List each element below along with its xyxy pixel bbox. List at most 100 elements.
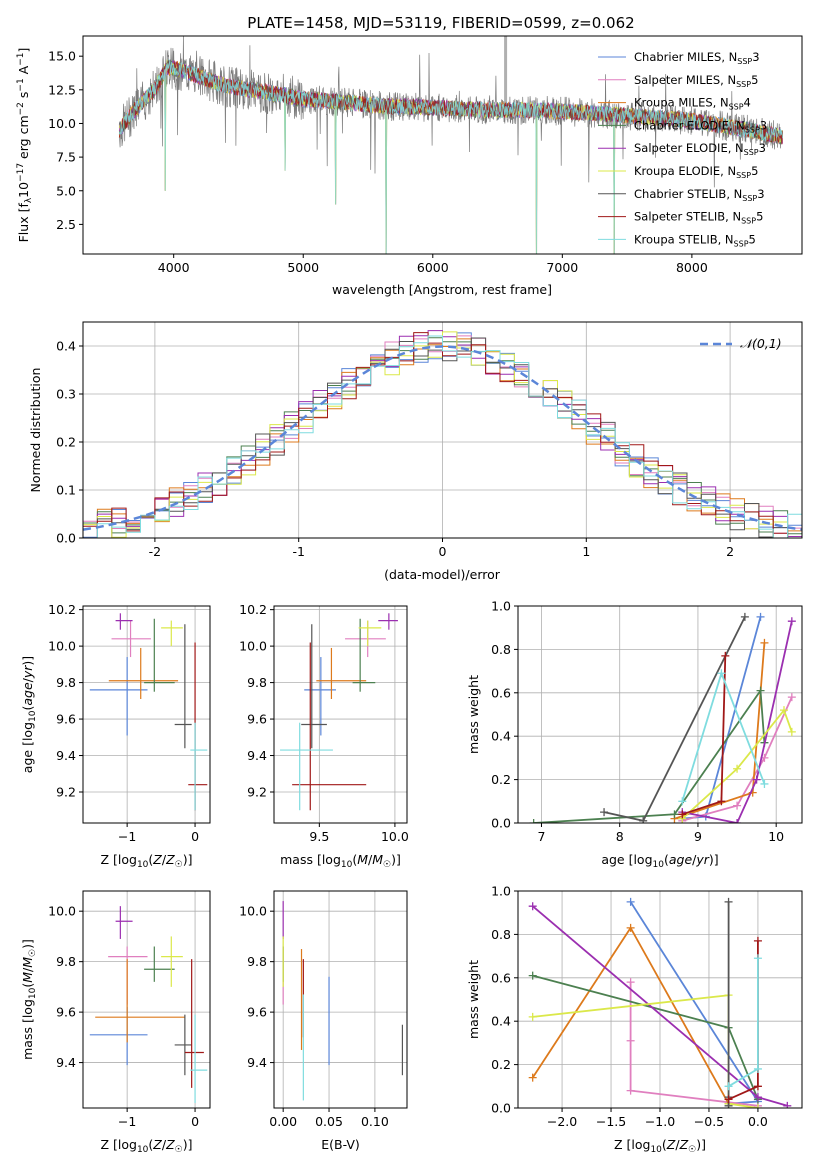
weight-series (629, 901, 760, 1105)
y-tick-label: 9.8 (247, 954, 267, 969)
y-tick-label: 15.0 (48, 49, 76, 64)
plot-area (282, 901, 404, 1101)
weight-series (629, 982, 759, 1107)
y-tick-label: 9.6 (56, 712, 76, 727)
x-tick-label: −1.5 (596, 1114, 626, 1129)
errorbar (144, 946, 175, 982)
y-tick-label: 0.6 (491, 685, 511, 700)
x-tick-label: 4000 (158, 260, 190, 275)
weight-marker (670, 810, 679, 819)
x-tick-label: 7 (537, 829, 545, 844)
panel-mass-age: 9.5 10.0 9.2 9.4 9.6 9.8 10.0 10.2 mass [log10(M… (239, 602, 409, 870)
axis-label: Z [log10(Z/Z☉)] (614, 1137, 706, 1155)
errorbar (89, 1007, 148, 1066)
panel-age-weight: 7 8 9 10 0.0 0.2 0.4 0.6 0.8 1.0 age [log10(age/yr… (466, 599, 803, 870)
errorbar (358, 620, 382, 647)
legend-entry: Chabrier ELODIE, NSSP3 (634, 118, 767, 134)
weight-marker (733, 801, 742, 810)
y-tick-label: 9.4 (56, 748, 76, 763)
axis-label: mass weight (466, 960, 481, 1039)
y-tick-label: 0.6 (491, 970, 511, 985)
y-tick-label: 7.5 (56, 150, 76, 165)
weight-marker (780, 706, 789, 715)
y-tick-label: 9.4 (247, 748, 267, 763)
y-tick-label: 10.0 (48, 639, 76, 654)
weight-marker (724, 1082, 733, 1091)
errorbar (292, 642, 367, 811)
errorbar (280, 722, 333, 811)
panel-z-age: −1 0 9.2 9.4 9.6 9.8 10.0 10.2 Z [log10(Z/Z☉)] ag… (20, 602, 211, 870)
legend-entry: Kroupa MILES, NSSP4 (634, 96, 751, 112)
weight-marker (528, 902, 537, 911)
x-tick-label: 8000 (676, 260, 708, 275)
axis-label: Z [log10(Z/Z☉)] (100, 1137, 192, 1155)
weight-marker (724, 1095, 733, 1104)
y-tick-label: 10.2 (239, 602, 267, 617)
y-tick-label: 10.0 (239, 639, 267, 654)
weight-series (682, 621, 793, 823)
x-tick-label: 9.5 (309, 829, 329, 844)
weight-marker (733, 819, 742, 823)
errorbar (144, 618, 175, 692)
axis-label: mass [log10(M/M☉)] (280, 852, 401, 870)
weight-marker (717, 669, 726, 678)
histogram-series (83, 335, 802, 538)
y-tick-label: 9.2 (247, 785, 267, 800)
errorbar (161, 936, 183, 987)
weight-marker (756, 686, 765, 695)
axis-label: E(B-V) (321, 1137, 360, 1152)
plot-area (89, 613, 208, 811)
y-tick-label: 9.4 (247, 1055, 267, 1070)
errorbar (108, 647, 179, 699)
y-tick-label: 0.1 (56, 483, 76, 498)
plot-area (118, 36, 783, 254)
errorbar (115, 613, 133, 630)
x-tick-label: 0 (439, 544, 447, 559)
legend-entry: Kroupa ELODIE, NSSP5 (634, 164, 758, 180)
x-tick-label: −1 (118, 1114, 136, 1129)
x-tick-label: −2.0 (547, 1114, 577, 1129)
panel-ebv-mass: 0.00 0.05 0.10 9.4 9.6 9.8 10.0 E(B-V) (239, 890, 408, 1152)
errorbar (174, 624, 192, 749)
panel-z-mass: −1 0 9.4 9.6 9.8 10.0 Z [log10(Z/Z☉)] mass [log… (20, 890, 211, 1155)
weight-marker (787, 693, 796, 702)
y-tick-label: 9.6 (247, 712, 267, 727)
weight-series (533, 688, 766, 823)
y-tick-label: 9.6 (247, 1005, 267, 1020)
weight-marker (787, 617, 796, 626)
errorbar (352, 618, 376, 692)
y-tick-label: 0.4 (491, 729, 511, 744)
plot-area (89, 906, 208, 1103)
y-tick-label: 0.3 (56, 387, 76, 402)
y-tick-label: 0.2 (491, 1057, 511, 1072)
x-tick-label: 7000 (546, 260, 578, 275)
x-tick-label: 8 (616, 829, 624, 844)
x-tick-label: 10.0 (381, 829, 409, 844)
axis-label: Flux [fλ10−17 erg cm−2 s−1 A−1] (16, 48, 34, 243)
axis-label: mass [log10(M/M☉)] (20, 939, 38, 1060)
y-tick-label: 9.6 (56, 1005, 76, 1020)
y-tick-label: 0.2 (491, 772, 511, 787)
y-tick-label: 9.2 (56, 785, 76, 800)
errorbar (174, 1014, 192, 1076)
x-tick-label: 0.05 (315, 1114, 343, 1129)
weight-marker (752, 775, 761, 784)
y-tick-label: 0.2 (56, 435, 76, 450)
x-tick-label: 0 (191, 829, 199, 844)
panel-z-weight: −2.0 −1.5 −1.0 −0.5 0.0 0.0 0.2 0.4 0.6 0.8 1.0 Z [… (466, 884, 803, 1155)
x-tick-label: −1 (118, 829, 136, 844)
weight-marker (740, 612, 749, 621)
legend-entry: Kroupa STELIB, NSSP5 (634, 232, 756, 248)
axes-frame (517, 605, 803, 824)
legend-entry: Salpeter MILES, NSSP5 (634, 73, 758, 89)
weight-marker (528, 1073, 537, 1082)
weight-marker (678, 797, 687, 806)
axis-label: (data-model)/error (384, 567, 501, 582)
weight-marker (753, 1064, 762, 1073)
weight-marker (678, 810, 687, 819)
axes-frame (273, 605, 408, 824)
weight-series (532, 974, 759, 1100)
y-tick-label: 0.0 (491, 1101, 511, 1116)
x-tick-label: 5000 (287, 260, 319, 275)
